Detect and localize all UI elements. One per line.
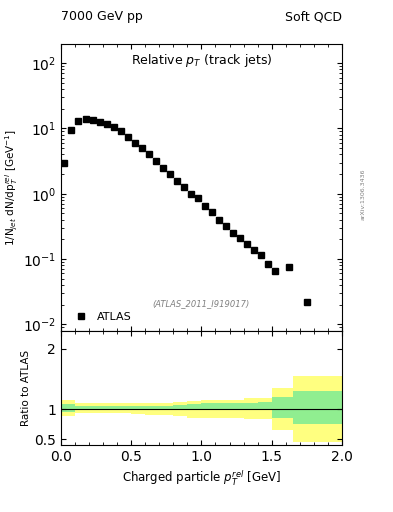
ATLAS (83, 116, 88, 122)
Y-axis label: 1/N$_{jet}$ dN/dp$_T^{rel}$ [GeV$^{-1}$]: 1/N$_{jet}$ dN/dp$_T^{rel}$ [GeV$^{-1}$] (4, 129, 20, 246)
X-axis label: Charged particle $p_T^{rel}$ [GeV]: Charged particle $p_T^{rel}$ [GeV] (122, 468, 281, 488)
Y-axis label: Ratio to ATLAS: Ratio to ATLAS (21, 350, 31, 426)
ATLAS (305, 299, 309, 305)
ATLAS (69, 127, 74, 133)
ATLAS (196, 195, 200, 201)
ATLAS (182, 184, 186, 190)
ATLAS (153, 158, 158, 164)
ATLAS (273, 268, 277, 274)
ATLAS (245, 241, 250, 247)
ATLAS (167, 171, 172, 177)
Text: Relative $p_T$ (track jets): Relative $p_T$ (track jets) (130, 52, 272, 69)
ATLAS (287, 264, 292, 270)
ATLAS (266, 261, 270, 267)
ATLAS (217, 217, 221, 223)
ATLAS (62, 160, 67, 166)
ATLAS (238, 235, 242, 241)
Line: ATLAS: ATLAS (62, 116, 310, 305)
ATLAS (202, 203, 207, 209)
ATLAS (146, 152, 151, 158)
ATLAS (104, 121, 109, 127)
Text: (ATLAS_2011_I919017): (ATLAS_2011_I919017) (153, 298, 250, 308)
ATLAS (231, 230, 235, 236)
ATLAS (252, 247, 257, 253)
ATLAS (209, 209, 214, 216)
ATLAS (224, 223, 228, 229)
ATLAS (97, 119, 102, 125)
ATLAS (125, 134, 130, 140)
ATLAS (189, 190, 193, 197)
ATLAS (160, 165, 165, 171)
ATLAS (174, 178, 179, 184)
ATLAS (140, 145, 144, 151)
Text: arXiv:1306.3436: arXiv:1306.3436 (361, 169, 366, 220)
ATLAS (90, 117, 95, 123)
ATLAS (118, 129, 123, 135)
Text: 7000 GeV pp: 7000 GeV pp (61, 10, 143, 23)
Legend: ATLAS: ATLAS (66, 308, 134, 325)
ATLAS (132, 140, 137, 146)
ATLAS (76, 118, 81, 124)
Text: Soft QCD: Soft QCD (285, 10, 342, 23)
ATLAS (259, 252, 263, 258)
ATLAS (111, 124, 116, 130)
